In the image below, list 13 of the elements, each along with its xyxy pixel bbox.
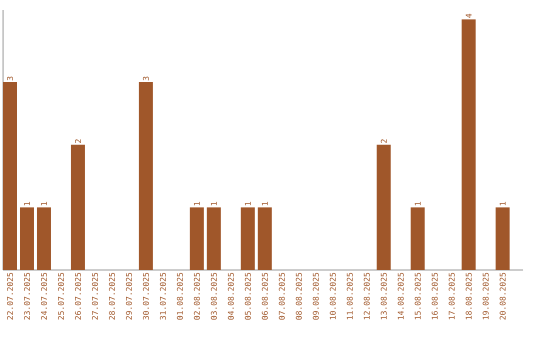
bar <box>410 207 425 270</box>
bar <box>258 207 272 270</box>
bar <box>20 207 34 270</box>
bar <box>70 144 85 270</box>
bar <box>462 19 476 270</box>
bar <box>36 207 51 270</box>
bar <box>138 82 153 270</box>
bar <box>496 207 510 270</box>
bar <box>376 144 391 270</box>
bar <box>190 207 204 270</box>
bar <box>206 207 221 270</box>
bar <box>240 207 255 270</box>
bar <box>3 82 17 270</box>
